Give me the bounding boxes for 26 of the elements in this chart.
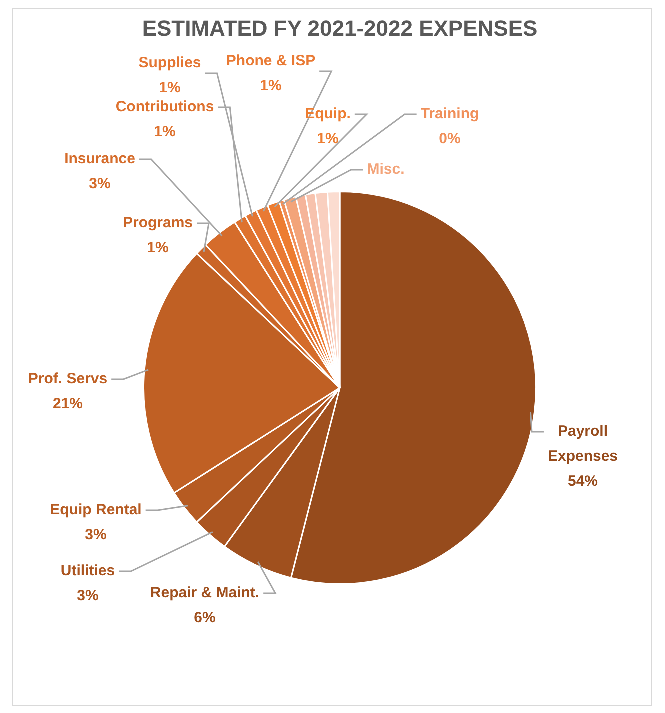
slice-label: Equip. <box>305 106 351 123</box>
data-label: 1% <box>260 78 282 95</box>
chart-title: ESTIMATED FY 2021-2022 EXPENSES <box>142 16 538 42</box>
slice-label: Utilities <box>60 562 116 580</box>
slice-label: Misc. <box>367 161 405 178</box>
data-label: 3% <box>77 588 99 605</box>
slice-label: Insurance <box>64 150 136 168</box>
data-label: 1% <box>154 124 176 141</box>
slice-label: Equip Rental <box>50 502 142 519</box>
data-label: 54% <box>568 473 598 490</box>
data-label: 1% <box>159 80 181 97</box>
slice-label: Programs <box>122 214 194 232</box>
slice-label: Phone & ISP <box>226 52 316 70</box>
data-label: 1% <box>317 130 339 148</box>
data-label: 1% <box>147 240 169 257</box>
slice-label: Repair & Maint. <box>150 584 260 602</box>
slice-label: Supplies <box>138 54 202 72</box>
slice-label: Training <box>420 106 480 123</box>
data-label: 3% <box>85 526 107 544</box>
data-label: 21% <box>52 396 84 413</box>
slice-label: Prof. Servs <box>28 370 108 388</box>
data-label: 6% <box>194 610 216 627</box>
data-label: 3% <box>89 176 111 193</box>
slice-label: Contributions <box>116 98 214 116</box>
slice-label: Payroll Expenses <box>548 423 618 466</box>
data-label: 0% <box>439 130 461 148</box>
